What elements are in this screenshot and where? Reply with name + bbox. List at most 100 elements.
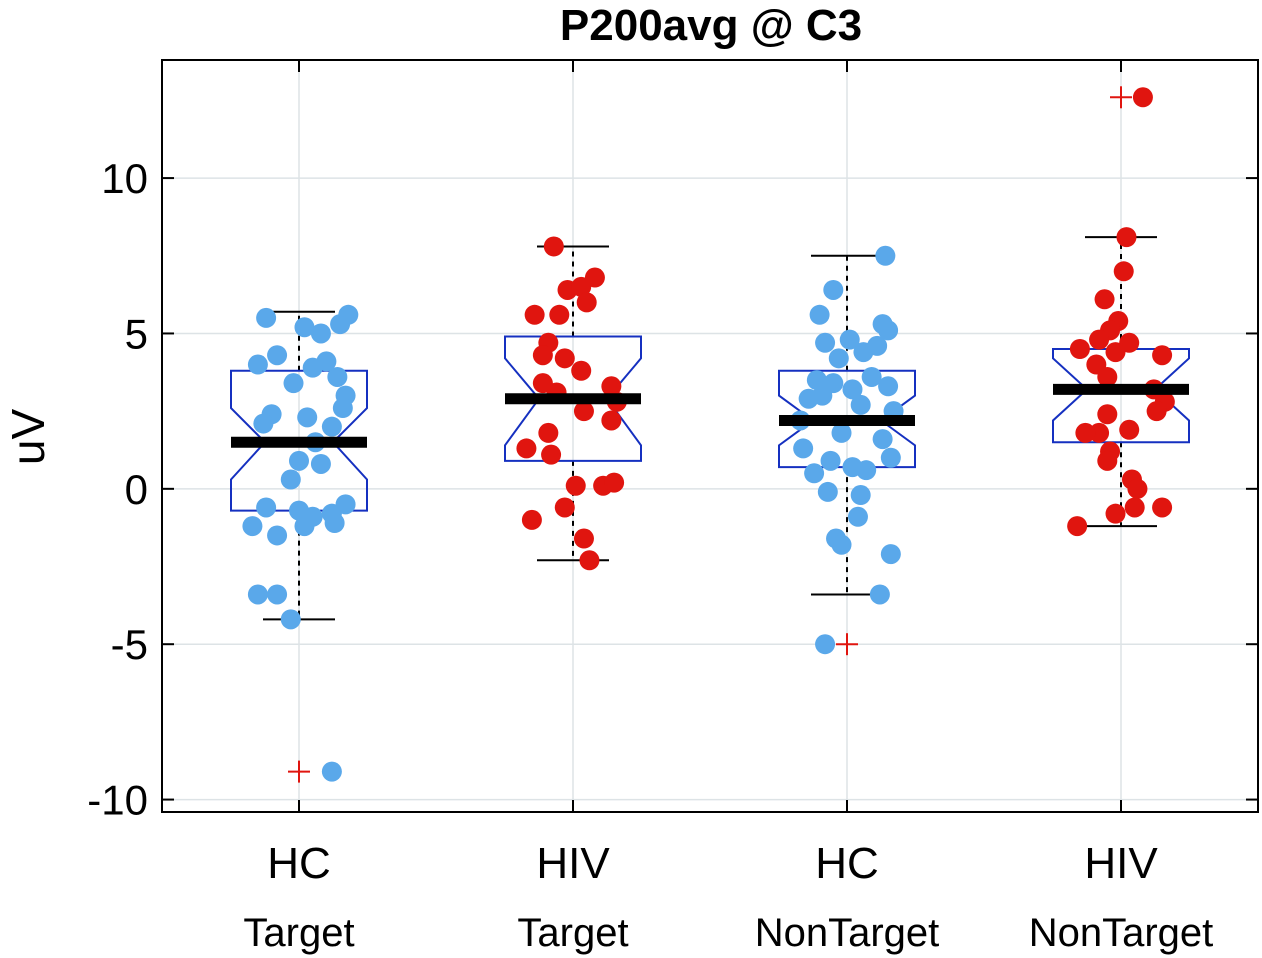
x-tick-label-group: HC [267,839,331,888]
data-point [1069,338,1090,359]
outlier-marker [288,760,310,783]
data-point [1116,227,1137,248]
data-point [256,307,277,328]
data-point [242,516,263,537]
data-point [1124,497,1145,518]
data-point [280,469,301,490]
notched-box [504,335,642,462]
data-point [880,544,901,565]
data-point [283,373,304,394]
data-point [294,516,315,537]
data-point [831,422,852,443]
data-point [831,534,852,555]
data-point [294,317,315,338]
x-tick-label-condition: Target [517,911,628,955]
data-point [554,497,575,518]
data-point [1089,422,1110,443]
data-point [839,329,860,350]
data-point [335,494,356,515]
data-point [324,513,345,534]
x-tick-label-condition: NonTarget [1029,911,1214,955]
data-point [1097,366,1118,387]
data-point [1132,87,1153,108]
data-point [1097,404,1118,425]
notched-box [1052,347,1190,444]
data-point [875,245,896,266]
data-point [549,304,570,325]
data-point [1127,478,1148,499]
data-point [812,385,833,406]
data-point [538,422,559,443]
data-point [1146,401,1167,422]
data-point [532,345,553,366]
y-tick-label: -5 [111,621,148,668]
data-point [820,450,841,471]
data-point [817,481,838,502]
data-point [604,472,625,493]
data-point [571,360,592,381]
data-point [332,398,353,419]
data-point [253,413,274,434]
data-point [815,332,836,353]
x-tick-label-group: HIV [536,839,610,888]
data-point [267,345,288,366]
data-point [321,416,342,437]
y-tick-label: 5 [125,310,148,357]
plot-content [230,86,1190,783]
data-point [601,410,622,431]
x-tick-label-condition: Target [243,911,354,955]
data-point [267,525,288,546]
data-point [878,320,899,341]
y-tick-label: 10 [101,155,148,202]
y-tick-label: -10 [87,777,148,824]
data-point [289,450,309,471]
data-point [815,634,836,655]
data-point [524,304,545,325]
data-point [1075,422,1096,443]
data-point [310,323,331,344]
data-point [310,453,331,474]
data-point [828,348,849,369]
box-group-4 [1052,86,1190,537]
data-point [541,444,562,465]
data-point [321,761,342,782]
data-point [872,429,893,450]
data-point [806,370,827,391]
data-point [869,584,890,605]
data-point [804,463,825,484]
data-point [847,506,868,527]
notched-box [230,369,368,512]
y-axis-label: uV [2,409,54,466]
data-point [823,279,844,300]
data-point [565,475,586,496]
data-point [793,438,814,459]
data-point [543,236,564,257]
box-group-1 [230,304,368,783]
data-point [1094,289,1115,310]
data-point [267,584,288,605]
data-point [256,497,277,518]
x-tick-label-group: HIV [1084,839,1158,888]
data-point [601,376,622,397]
data-point [878,376,899,397]
data-point [573,528,594,549]
data-point [554,348,575,369]
data-point [1067,516,1088,537]
data-point [1097,450,1118,471]
y-axis-ticks: -10 -5 0 5 10 [87,155,1258,824]
data-point [1119,419,1140,440]
data-point [316,351,337,372]
x-tick-label-group: HC [815,839,879,888]
box-group-2 [504,236,642,571]
data-point [521,509,542,530]
data-point [850,485,871,506]
data-point [861,366,882,387]
data-point [880,447,901,468]
data-point [327,366,348,387]
data-point [1113,261,1134,282]
data-point [573,401,594,422]
data-point [576,292,597,313]
data-point [338,304,359,325]
axes-frame [161,59,1259,813]
